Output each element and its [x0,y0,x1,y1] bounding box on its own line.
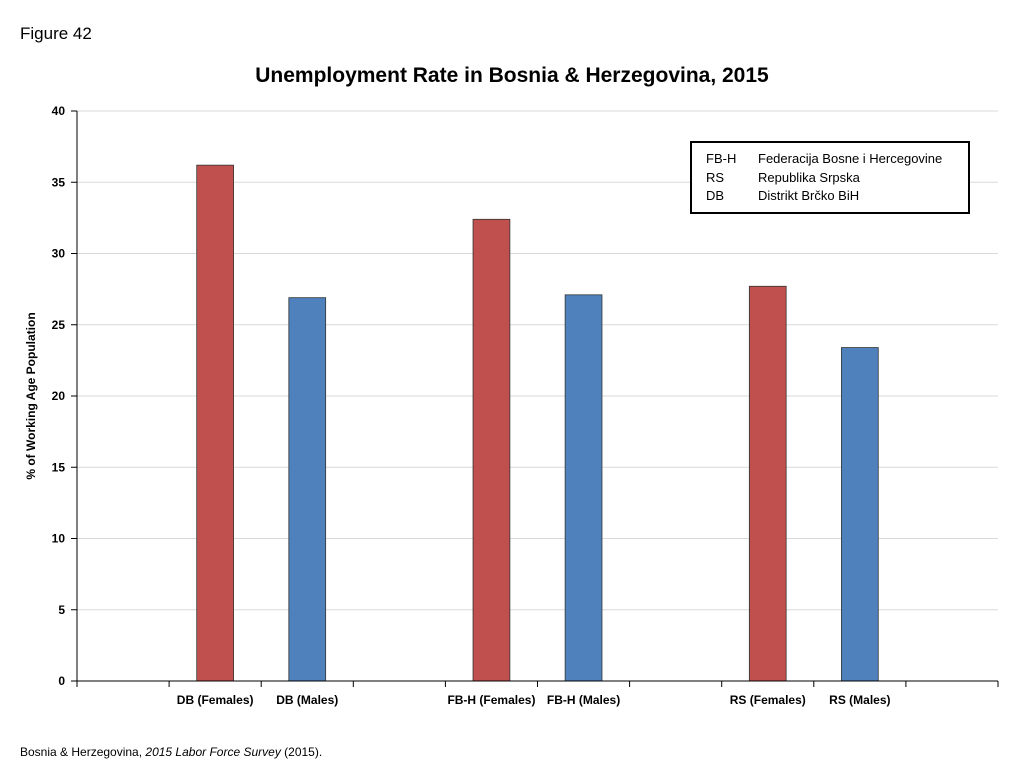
legend-name: Distrikt Brčko BiH [758,188,860,203]
legend-name: Republika Srpska [758,169,860,185]
bar [564,294,603,682]
legend-abbr: FB-H [706,151,737,166]
legend-name: Federacija Bosne i Hercegovine [758,151,943,166]
y-tick-label: 20 [52,389,66,403]
figure-label: Figure 42 [20,24,92,43]
chart-title: Unemployment Rate in Bosnia & Herzegovin… [255,64,769,87]
x-tick-label: RS (Females) [730,693,806,707]
legend-entry-db: DB Distrikt Brčko BiH [706,187,968,206]
source-title: 2015 Labor Force Survey [145,745,281,759]
y-tick-label: 0 [58,674,65,688]
legend-entry-rs: RS Republika Srpska [706,169,968,188]
bar [472,218,511,682]
legend-entry-fbh: FB-H Federacija Bosne i Hercegovine [706,150,968,169]
source-suffix: (2015). [280,745,323,759]
x-tick-label: FB-H (Males) [547,693,620,707]
x-tick-label: DB (Males) [276,693,338,707]
y-axis-label: % of Working Age Population [24,312,38,479]
y-tick-label: 30 [52,247,66,261]
y-tick-label: 35 [52,175,66,189]
y-tick-label: 15 [52,460,66,474]
x-tick-label: FB-H (Females) [447,693,535,707]
y-tick-label: 10 [52,532,66,546]
legend: FB-H Federacija Bosne i Hercegovine RS R… [690,141,970,214]
legend-abbr: RS [706,169,725,185]
bar [748,285,787,682]
y-tick-label: 40 [52,104,66,118]
bar [841,347,879,682]
x-tick-label: RS (Males) [829,693,890,707]
y-tick-label: 25 [52,318,66,332]
bar [196,164,234,682]
legend-abbr: DB [706,188,725,203]
source-prefix: Bosnia & Herzegovina, [20,745,146,759]
x-tick-label: DB (Females) [177,693,254,707]
y-tick-label: 5 [58,603,65,617]
source-note: Bosnia & Herzegovina, 2015 Labor Force S… [20,745,322,759]
bar [288,297,327,682]
